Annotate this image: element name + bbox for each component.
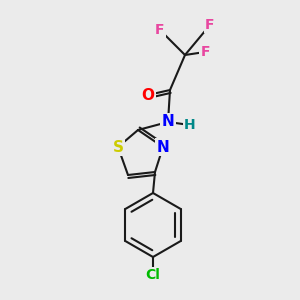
Text: N: N <box>162 115 174 130</box>
Text: H: H <box>184 118 196 132</box>
Text: F: F <box>200 45 210 59</box>
Text: O: O <box>142 88 154 103</box>
Text: S: S <box>112 140 124 154</box>
Text: Cl: Cl <box>146 268 160 282</box>
Text: F: F <box>205 18 215 32</box>
Text: N: N <box>157 140 169 154</box>
Text: F: F <box>155 23 165 37</box>
